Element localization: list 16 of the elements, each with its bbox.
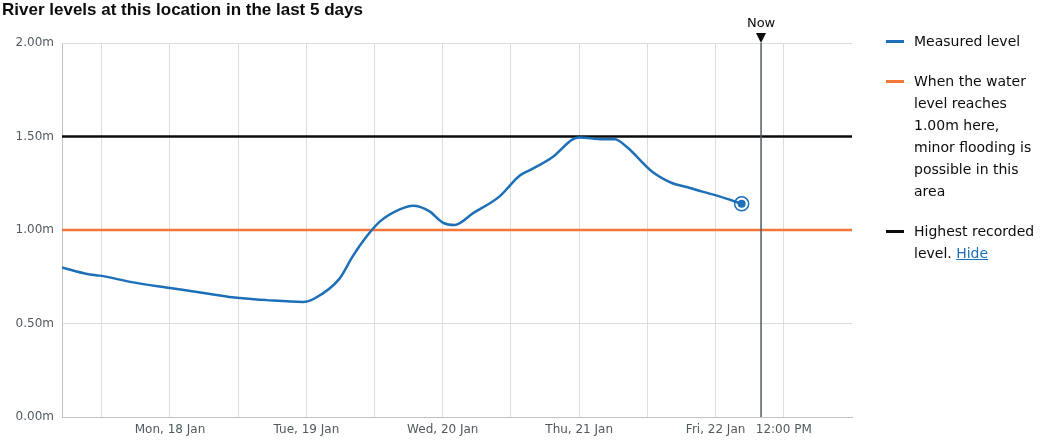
text: Hide — [956, 245, 989, 261]
ref-line-label: Now — [746, 14, 776, 30]
y-tick-label: 1.50m — [15, 128, 54, 143]
chart-title: River levels at this location in the last 5 days — [2, 0, 363, 20]
x-tick-label: Wed, 20 Jan — [407, 422, 479, 437]
legend-label: Measured level — [914, 32, 1021, 51]
x-tick-label: Tue, 19 Jan — [272, 422, 340, 437]
x-tick-label: Fri, 22 Jan — [685, 422, 746, 437]
y-tick-label: 1.00m — [15, 222, 54, 237]
y-tick-label: 0.50m — [15, 315, 54, 330]
legend-label: When the water level reaches 1.00m here, minor flooding is possible in this area — [914, 72, 1033, 201]
x-tick-label: Thu, 21 Jan — [544, 422, 614, 437]
x-tick-label: 12:00 PM — [755, 422, 812, 437]
y-tick-label: 2.00m — [15, 35, 54, 50]
y-tick-label: 0.00m — [15, 409, 54, 424]
x-tick-label: Mon, 18 Jan — [134, 422, 206, 437]
